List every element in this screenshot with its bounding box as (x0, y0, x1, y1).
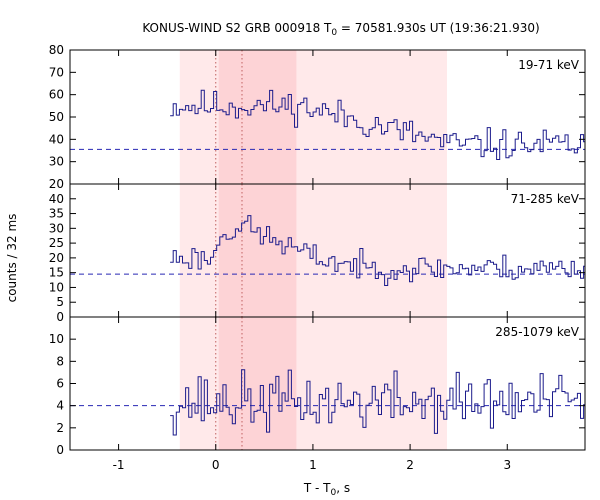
y-tick-label: 10 (49, 280, 64, 294)
y-tick-label: 5 (56, 295, 64, 309)
light-curve-series (170, 89, 585, 160)
y-tick-label: 0 (56, 443, 64, 457)
panel-3: 0 2 4 6 8 10 285-1079 keV (49, 316, 586, 457)
y-tick-label: 15 (49, 266, 64, 280)
y-tick-label: 0 (56, 310, 64, 324)
x-tick-label: -1 (113, 458, 125, 472)
x-axis-label: T - T0, s (303, 481, 350, 498)
y-tick-label: 30 (49, 155, 64, 169)
x-tick-label: 2 (406, 458, 414, 472)
y-tick-label: 50 (49, 110, 64, 124)
y-tick-label: 40 (49, 132, 64, 146)
x-tick-label: 3 (503, 458, 511, 472)
energy-band-label: 19-71 keV (518, 58, 580, 72)
y-tick-label: 40 (49, 192, 64, 206)
y-tick-label: 10 (49, 332, 64, 346)
light-curve-series (170, 369, 585, 436)
y-tick-label: 35 (49, 207, 64, 221)
y-tick-label: 2 (56, 421, 64, 435)
energy-band-label: 285-1079 keV (495, 325, 579, 339)
y-tick-label: 8 (56, 354, 64, 368)
panel-1: 20 30 40 50 60 70 80 19-71 keV (49, 43, 586, 191)
y-tick-label: 25 (49, 236, 64, 250)
y-tick-label: 60 (49, 88, 64, 102)
x-tick-label: 1 (309, 458, 317, 472)
chart-title: KONUS-WIND S2 GRB 000918 T0 = 70581.930s… (142, 21, 539, 38)
x-tick-label: 0 (212, 458, 220, 472)
shaded-interval-2 (218, 184, 297, 317)
y-tick-label: 70 (49, 65, 64, 79)
y-axis-label: counts / 32 ms (5, 214, 19, 303)
y-tick-label: 80 (49, 43, 64, 57)
y-tick-label: 30 (49, 221, 64, 235)
y-tick-label: 4 (56, 399, 64, 413)
energy-band-label: 71-285 keV (511, 192, 580, 206)
shaded-interval-2 (218, 317, 297, 450)
y-tick-label: 20 (49, 177, 64, 191)
y-tick-label: 20 (49, 251, 64, 265)
shaded-interval-2 (218, 50, 297, 184)
light-curve-series (170, 215, 585, 286)
y-tick-label: 6 (56, 377, 64, 391)
